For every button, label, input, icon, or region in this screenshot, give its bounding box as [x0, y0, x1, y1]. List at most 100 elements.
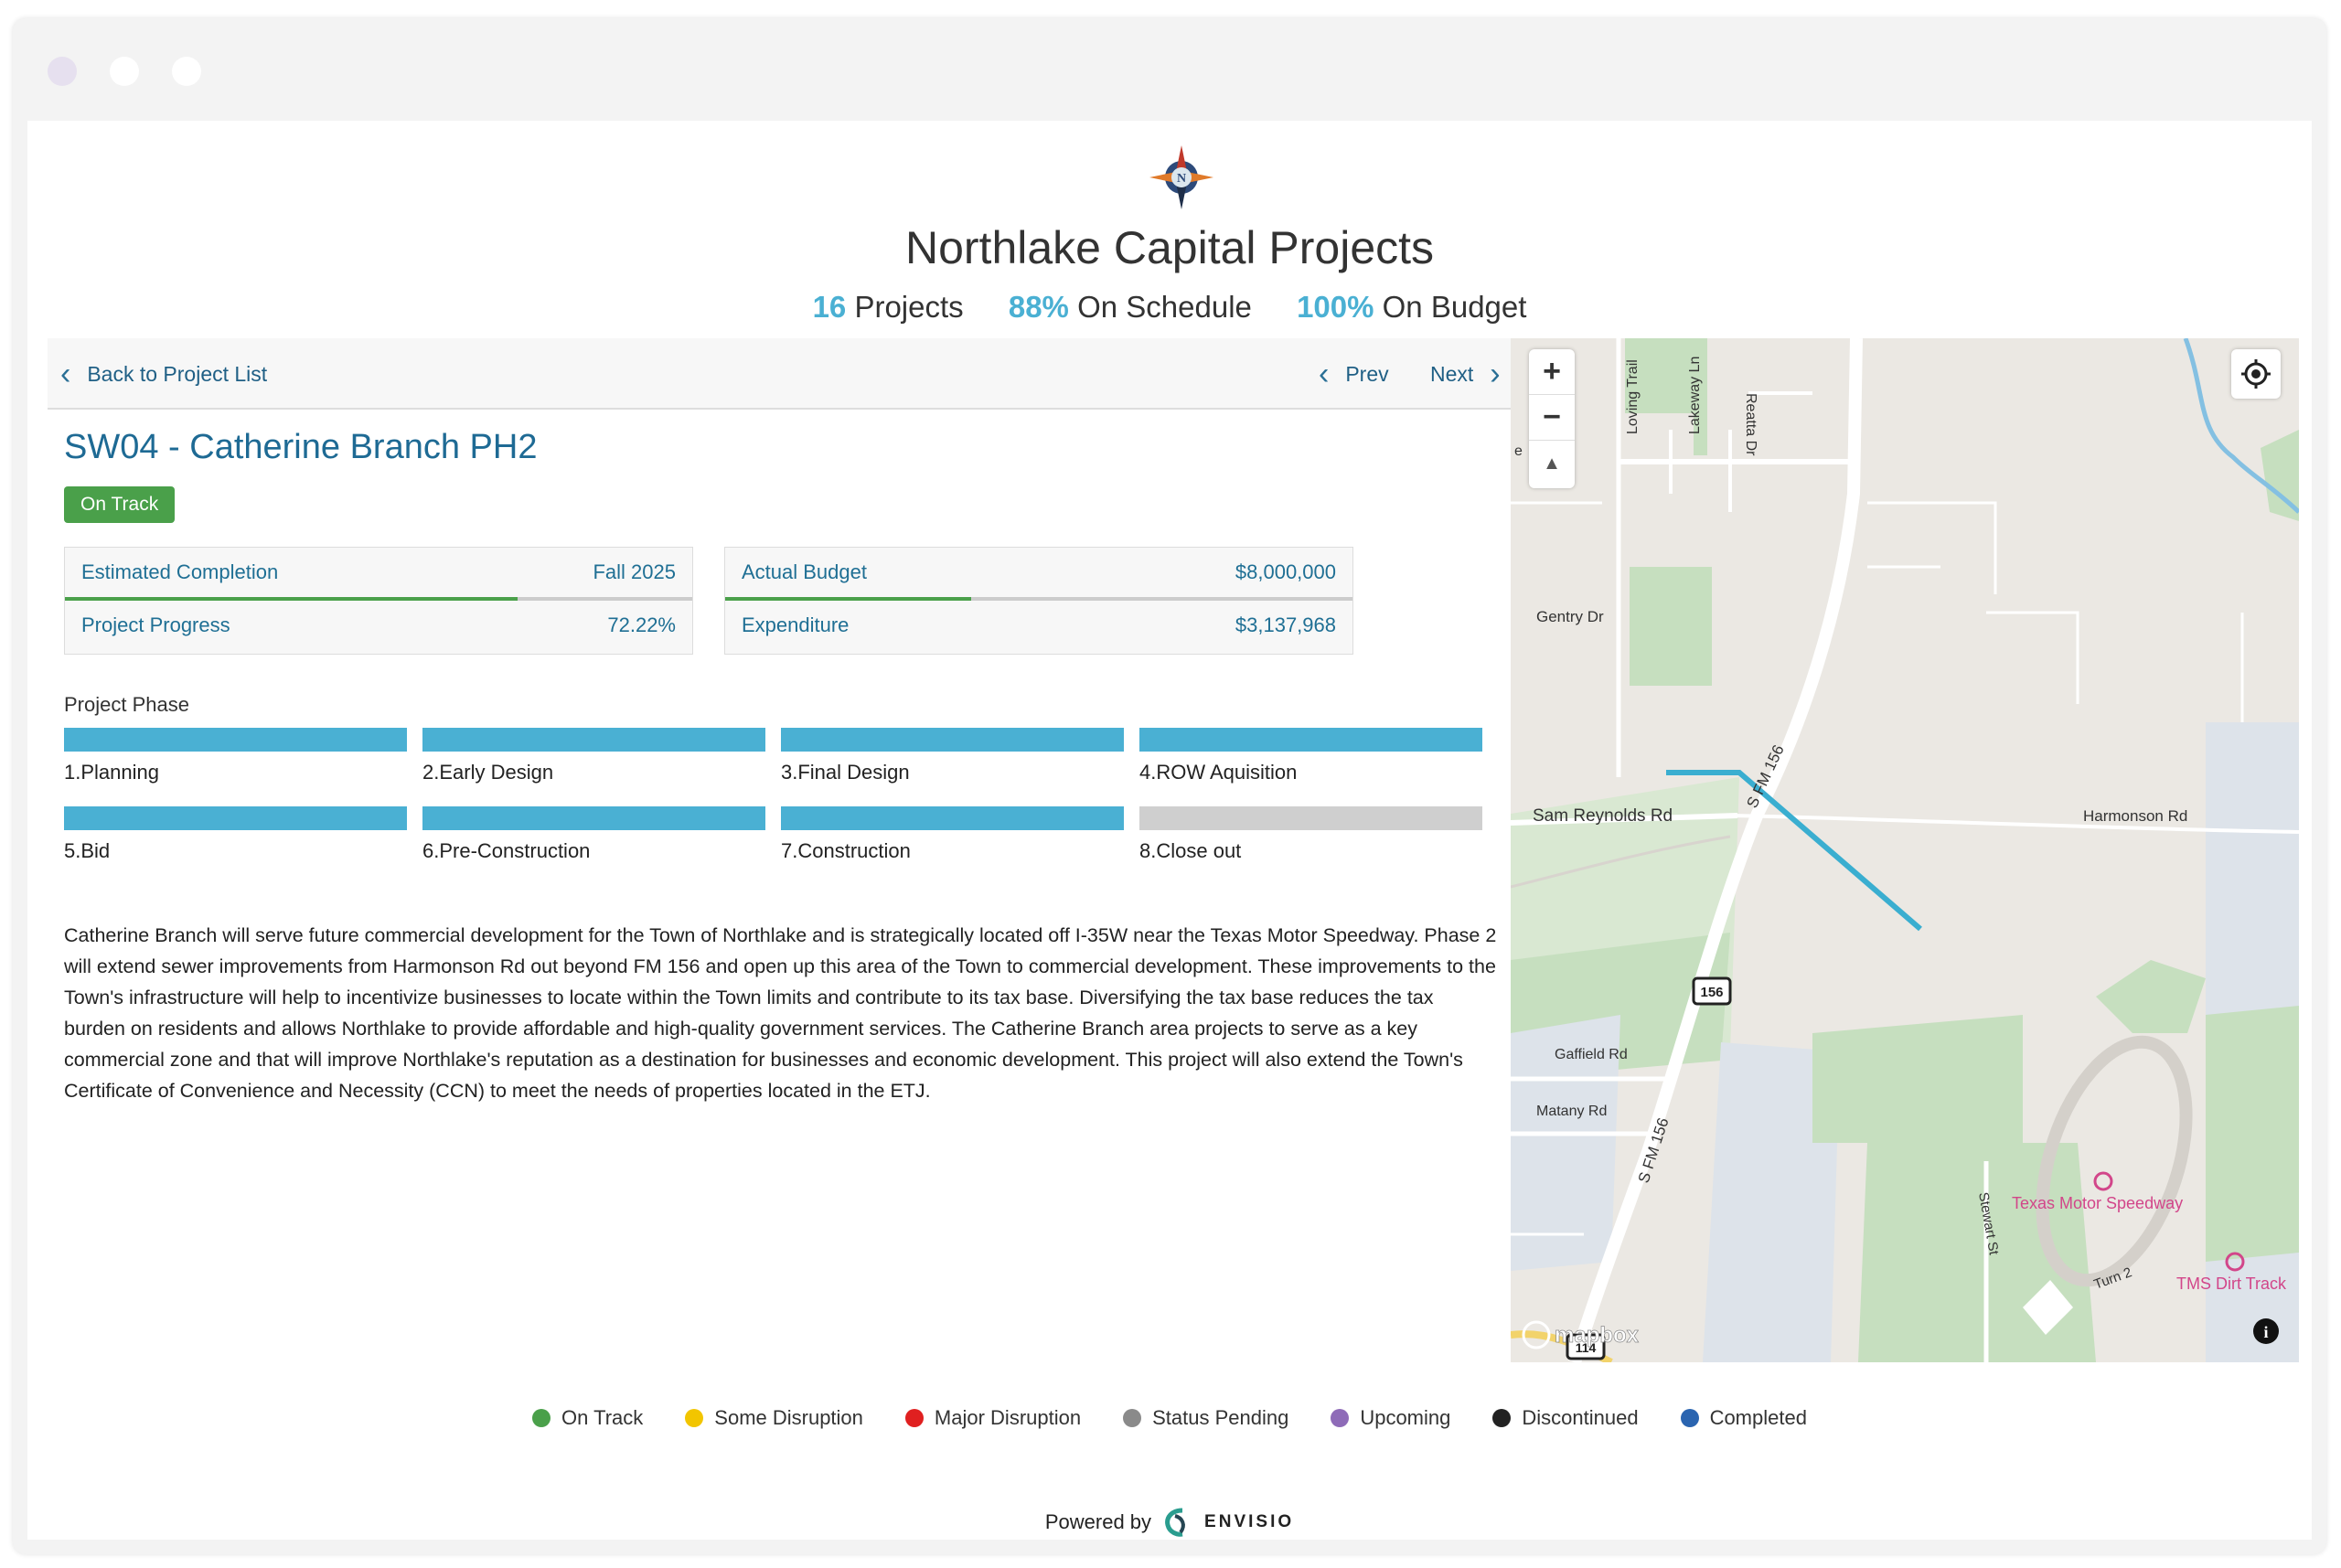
crosshair-icon: [2241, 359, 2271, 389]
phase-item: 8.Close out: [1139, 806, 1482, 863]
phase-label: 4.ROW Aquisition: [1139, 761, 1298, 784]
phase-label: 5.Bid: [64, 839, 111, 862]
compass-logo-icon: N: [1149, 145, 1213, 209]
phase-bar: [1139, 728, 1482, 752]
budget-row: Actual Budget $8,000,000: [742, 560, 1336, 584]
legend-dot-icon: [1123, 1409, 1142, 1427]
map-label-matany-rd: Matany Rd: [1536, 1104, 1607, 1119]
phase-bar: [781, 728, 1124, 752]
powered-by-label: Powered by: [1044, 1510, 1152, 1533]
map-canvas: 156 114 e Loving Trail Lakeway Ln Reatta…: [1511, 338, 2299, 1362]
legend-dot-icon: [685, 1409, 704, 1427]
expenditure-bar: [725, 597, 1352, 601]
legend-dot-icon: [532, 1409, 551, 1427]
legend-item: Some Disruption: [685, 1406, 863, 1430]
legend-dot-icon: [1680, 1409, 1699, 1427]
phase-item: 1.Planning: [64, 728, 407, 784]
phase-bar: [1139, 806, 1482, 830]
route-shield-114-icon: 114: [1566, 1333, 1606, 1360]
map-label-lakeway-ln: Lakeway Ln: [1687, 357, 1703, 434]
phase-bar: [781, 806, 1124, 830]
svg-text:N: N: [1177, 172, 1186, 186]
map-zoom-controls: + − ▲: [1529, 349, 1575, 488]
legend-item: Major Disruption: [904, 1406, 1082, 1430]
phase-label: 8.Close out: [1139, 839, 1242, 862]
zoom-in-button[interactable]: +: [1529, 349, 1575, 395]
legend-item: On Track: [532, 1406, 643, 1430]
compass-reset-button[interactable]: ▲: [1543, 453, 1561, 474]
window-dot: [48, 57, 77, 86]
back-to-list-link[interactable]: ‹ Back to Project List: [60, 358, 267, 389]
project-detail-panel: ‹ Back to Project List ‹ Prev Next › SW0…: [48, 338, 1511, 1362]
browser-frame: N Northlake Capital Projects 16 Projects…: [13, 18, 2326, 1554]
phase-bar: [422, 728, 765, 752]
legend-dot-icon: [1331, 1409, 1350, 1427]
legend-item: Discontinued: [1492, 1406, 1639, 1430]
phase-item: 6.Pre-Construction: [422, 806, 765, 863]
legend-item: Completed: [1680, 1406, 1807, 1430]
poi-marker-icon: [2093, 1171, 2113, 1191]
next-label: Next: [1430, 361, 1474, 386]
project-map[interactable]: 156 114 e Loving Trail Lakeway Ln Reatta…: [1511, 338, 2299, 1362]
phase-item: 4.ROW Aquisition: [1139, 728, 1482, 784]
status-legend: On Track Some Disruption Major Disruption S…: [27, 1406, 2312, 1430]
phase-label: 2.Early Design: [422, 761, 554, 784]
expenditure-value: $3,137,968: [1235, 613, 1336, 636]
geolocate-button[interactable]: [2231, 349, 2281, 399]
window-dot: [110, 57, 139, 86]
route-shield-156-icon: 156: [1692, 976, 1732, 1006]
legend-item: Upcoming: [1331, 1406, 1450, 1430]
map-label-left-edge: e: [1514, 443, 1523, 459]
envisio-logo-icon: [1165, 1508, 1185, 1537]
expenditure-row: Expenditure $3,137,968: [742, 613, 1336, 637]
stat-on-schedule: 88% On Schedule: [1009, 290, 1252, 324]
phase-label: 6.Pre-Construction: [422, 839, 591, 862]
phase-bar: [422, 806, 765, 830]
map-label-gaffield-rd: Gaffield Rd: [1555, 1047, 1628, 1062]
window-dot: [172, 57, 201, 86]
phase-label: 7.Construction: [781, 839, 911, 862]
stat-value: 100%: [1297, 290, 1374, 324]
stat-on-budget: 100% On Budget: [1297, 290, 1526, 324]
mapbox-logo-icon: mapbox: [1522, 1320, 1640, 1349]
next-button[interactable]: Next ›: [1430, 358, 1501, 389]
completion-progress-card: Estimated Completion Fall 2025 Project P…: [64, 547, 693, 655]
legend-label: Some Disruption: [714, 1406, 863, 1429]
map-info-label: i: [2263, 1323, 2268, 1341]
page-title: Northlake Capital Projects: [904, 222, 1435, 273]
chevron-left-icon: ‹: [1319, 357, 1330, 391]
stat-value: 16: [812, 290, 847, 324]
phase-bar: [64, 806, 407, 830]
phase-bar: [64, 728, 407, 752]
page-content: N Northlake Capital Projects 16 Projects…: [27, 121, 2312, 1540]
phase-item: 5.Bid: [64, 806, 407, 863]
phase-item: 2.Early Design: [422, 728, 765, 784]
expenditure-label: Expenditure: [742, 613, 850, 636]
progress-bar: [65, 597, 692, 601]
chevron-left-icon: ‹: [60, 357, 71, 391]
project-progress-value: 72.22%: [607, 613, 676, 636]
phase-item: 3.Final Design: [781, 728, 1124, 784]
legend-label: Status Pending: [1152, 1406, 1289, 1429]
map-label-sam-reynolds-rd: Sam Reynolds Rd: [1533, 806, 1673, 826]
phase-label: 1.Planning: [64, 761, 159, 784]
legend-dot-icon: [1492, 1409, 1512, 1427]
legend-label: Discontinued: [1522, 1406, 1639, 1429]
map-label-harmonson-rd: Harmonson Rd: [2083, 807, 2187, 825]
legend-label: Major Disruption: [934, 1406, 1082, 1429]
back-label: Back to Project List: [87, 361, 268, 386]
project-title: SW04 - Catherine Branch PH2: [64, 428, 538, 466]
zoom-out-button[interactable]: −: [1529, 395, 1575, 441]
map-label-mapbox: mapbox: [1555, 1323, 1640, 1348]
budget-card: Actual Budget $8,000,000 Expenditure $3,…: [724, 547, 1353, 655]
map-label-tms-dirt-track: TMS Dirt Track: [2176, 1275, 2287, 1293]
stat-value: 88%: [1008, 290, 1069, 324]
summary-stats: 16 Projects 88% On Schedule 100% On Budg…: [27, 290, 2312, 325]
legend-dot-icon: [904, 1409, 924, 1427]
project-phase-heading: Project Phase: [64, 693, 189, 716]
prev-button[interactable]: ‹ Prev: [1319, 358, 1389, 389]
legend-item: Status Pending: [1123, 1406, 1288, 1430]
legend-label: On Track: [561, 1406, 644, 1429]
budget-label: Actual Budget: [742, 560, 867, 583]
project-nav-bar: ‹ Back to Project List ‹ Prev Next ›: [48, 338, 1511, 410]
